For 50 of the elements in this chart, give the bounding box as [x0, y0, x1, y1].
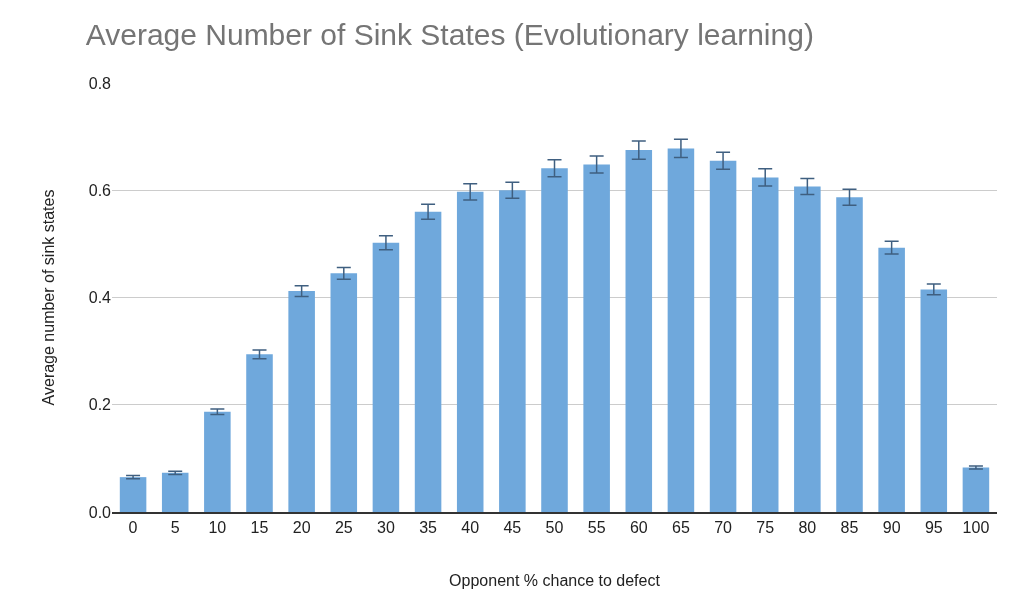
x-tick-label: 50	[545, 518, 564, 536]
x-tick-label: 35	[419, 518, 438, 536]
bar	[372, 242, 400, 512]
x-tick-label: 20	[292, 518, 311, 536]
x-tick-label: 25	[334, 518, 353, 536]
x-tick-label: 30	[377, 518, 395, 536]
x-tick-label: 70	[714, 518, 733, 536]
chart-title: Average Number of Sink States (Evolutionary learning)	[85, 18, 814, 52]
bar	[204, 411, 231, 512]
y-tick-label: 0.4	[88, 289, 112, 307]
bar	[119, 477, 147, 512]
y-tick-label: 0.2	[88, 396, 112, 414]
x-tick-label: 90	[882, 518, 901, 536]
bar	[541, 168, 568, 512]
x-tick-label: 55	[587, 518, 606, 536]
y-axis-title: Average number of sink states	[39, 189, 57, 406]
bar	[709, 160, 737, 512]
y-tick-label: 0.0	[88, 503, 112, 521]
x-tick-label: 10	[208, 518, 227, 536]
x-tick-label: 60	[629, 518, 648, 536]
bar	[625, 150, 653, 512]
y-tick-label: 0.8	[88, 74, 112, 92]
x-axis-title: Opponent % chance to defect	[449, 572, 661, 590]
bar	[499, 190, 526, 512]
bar	[878, 247, 905, 512]
x-tick-label: 80	[798, 518, 817, 536]
x-tick-label: 0	[128, 518, 138, 536]
x-tick-label: 40	[461, 518, 480, 536]
x-tick-label: 85	[840, 518, 859, 536]
bar	[667, 148, 695, 512]
bar	[414, 211, 442, 512]
bar	[288, 291, 315, 512]
bar	[583, 164, 610, 512]
bar	[920, 289, 948, 512]
x-tick-label: 15	[250, 518, 269, 536]
bar	[246, 354, 273, 512]
x-tick-label: 100	[962, 518, 990, 536]
bar	[161, 472, 189, 512]
bar	[456, 191, 484, 512]
bar	[794, 186, 821, 512]
y-tick-label: 0.6	[88, 181, 112, 199]
bar	[962, 467, 990, 512]
bar	[330, 273, 358, 512]
x-tick-label: 75	[756, 518, 775, 536]
bar	[836, 197, 863, 512]
x-tick-label: 65	[672, 518, 690, 536]
bar	[751, 177, 779, 512]
x-tick-label: 5	[170, 518, 180, 536]
x-tick-label: 45	[503, 518, 522, 536]
x-tick-label: 95	[924, 518, 943, 536]
